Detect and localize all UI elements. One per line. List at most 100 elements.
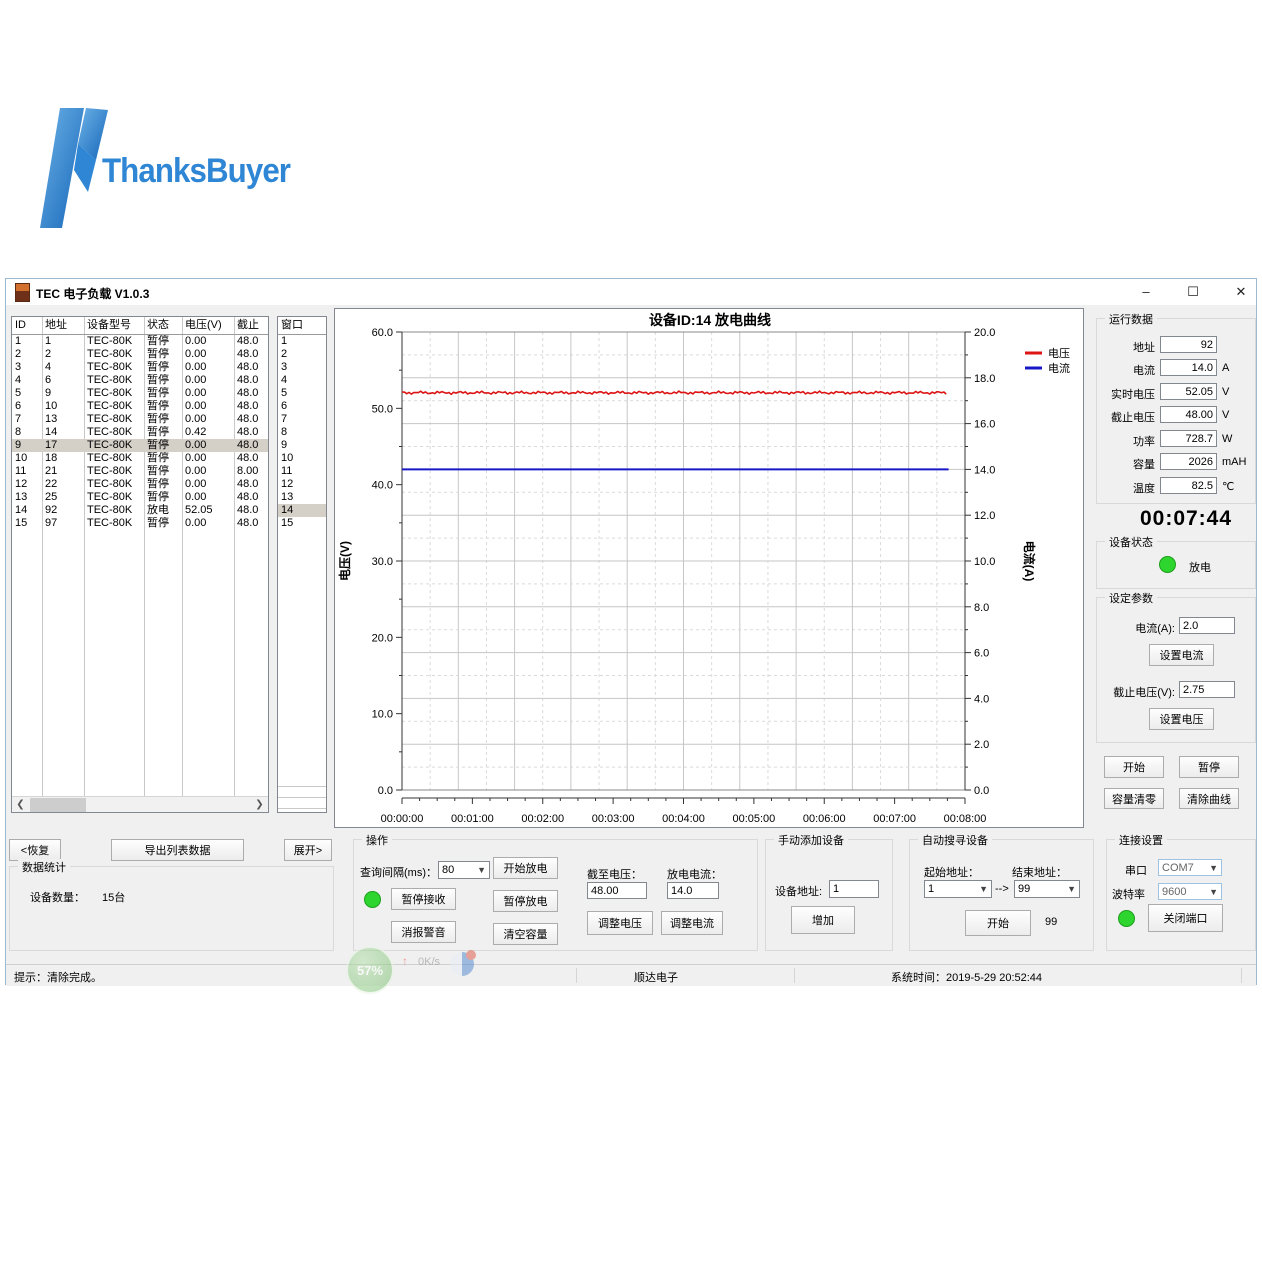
chart-panel: 0.0 10.0 20.0 30.0 40.0 50.0 60.0 0.0 2.0 4.0 6.0 8… <box>334 308 1084 828</box>
table-row[interactable]: 14 92 TEC-80K 放电 52.05 48.0 <box>12 504 268 517</box>
add-device-button[interactable]: 增加 <box>791 906 855 934</box>
clear-curve-button[interactable]: 清除曲线 <box>1179 788 1239 809</box>
capacity-field[interactable]: 2026 <box>1160 453 1217 470</box>
restore-button[interactable]: <恢复 <box>9 839 61 861</box>
scroll-right-icon[interactable]: ❯ <box>255 799 264 810</box>
serial-port-select[interactable]: COM7 ▼ <box>1158 859 1222 876</box>
clear-capacity2-button[interactable]: 清空容量 <box>493 923 558 945</box>
start-button[interactable]: 开始 <box>1104 756 1164 778</box>
baud-rate-select[interactable]: 9600 ▼ <box>1158 883 1222 900</box>
discharge-chart: 0.0 10.0 20.0 30.0 40.0 50.0 60.0 0.0 2.0 4.0 6.0 8… <box>337 312 1070 825</box>
start-address-select[interactable]: 1 ▼ <box>924 880 992 898</box>
address-field[interactable]: 92 <box>1160 336 1217 353</box>
table-row[interactable]: 10 <box>278 452 326 465</box>
table-row[interactable]: 8 <box>278 426 326 439</box>
table-cell: 18 <box>45 452 58 464</box>
set-current-button[interactable]: 设置电流 <box>1149 644 1214 666</box>
window-table[interactable]: 窗口 1 2 3 4 5 6 7 8 9 10 11 12 13 14 15 <box>277 316 327 813</box>
field-label: 截止电压 <box>1111 412 1155 424</box>
set-voltage-input[interactable]: 2.75 <box>1179 681 1235 698</box>
clear-capacity-button[interactable]: 容量清零 <box>1104 788 1164 809</box>
table-row[interactable]: 15 <box>278 517 326 530</box>
adjust-voltage-button[interactable]: 调整电压 <box>587 911 653 935</box>
pause-button[interactable]: 暂停 <box>1179 756 1239 778</box>
table-row[interactable]: 4 6 TEC-80K 暂停 0.00 48.0 <box>12 374 268 387</box>
export-list-button[interactable]: 导出列表数据 <box>111 839 244 861</box>
table-cell: 暂停 <box>147 491 169 503</box>
scrollbar-thumb[interactable] <box>30 798 86 812</box>
minimize-button[interactable]: – <box>1142 284 1150 299</box>
table-row[interactable]: 2 2 TEC-80K 暂停 0.00 48.0 <box>12 348 268 361</box>
current-field[interactable]: 14.0 <box>1160 359 1217 376</box>
search-start-button[interactable]: 开始 <box>965 910 1031 936</box>
table-row[interactable]: 2 <box>278 348 326 361</box>
table-row[interactable]: 7 <box>278 413 326 426</box>
table-row[interactable]: 4 <box>278 374 326 387</box>
table-cell: 48.0 <box>237 335 259 347</box>
stats-group: 数据统计 设备数量： 15台 <box>9 859 334 951</box>
table-row[interactable]: 3 4 TEC-80K 暂停 0.00 48.0 <box>12 361 268 374</box>
maximize-button[interactable]: ☐ <box>1187 284 1199 299</box>
discharge-current-input[interactable]: 14.0 <box>667 882 719 899</box>
table-row[interactable]: 3 <box>278 361 326 374</box>
table-row[interactable]: 12 22 TEC-80K 暂停 0.00 48.0 <box>12 478 268 491</box>
svg-text:2.0: 2.0 <box>974 739 989 751</box>
close-port-button[interactable]: 关闭端口 <box>1148 904 1223 932</box>
table-cell: 暂停 <box>147 413 169 425</box>
realtime-voltage-field[interactable]: 52.05 <box>1160 383 1217 400</box>
table-row[interactable]: 13 <box>278 491 326 504</box>
table-row[interactable]: 9 17 TEC-80K 暂停 0.00 48.0 <box>12 439 268 452</box>
set-current-input[interactable]: 2.0 <box>1179 617 1235 634</box>
pause-receive-button[interactable]: 暂停接收 <box>391 888 456 910</box>
power-field[interactable]: 728.7 <box>1160 430 1217 447</box>
scroll-left-icon[interactable]: ❮ <box>16 799 25 810</box>
table-row[interactable]: 5 <box>278 387 326 400</box>
cutoff-voltage-field[interactable]: 48.00 <box>1160 406 1217 423</box>
cutoff-voltage-input[interactable]: 48.00 <box>587 882 647 899</box>
auto-search-title: 自动搜寻设备 <box>918 832 992 848</box>
table-cell: 9 <box>45 387 52 399</box>
mute-alarm-button[interactable]: 消报警音 <box>391 921 456 943</box>
svg-text:10.0: 10.0 <box>974 556 995 568</box>
table-cell: 6 <box>281 400 288 412</box>
adjust-current-button[interactable]: 调整电流 <box>661 911 723 935</box>
table-cell: 48.0 <box>237 348 259 360</box>
table-row[interactable]: 8 14 TEC-80K 暂停 0.42 48.0 <box>12 426 268 439</box>
close-button[interactable]: ✕ <box>1235 284 1247 299</box>
start-discharge-button[interactable]: 开始放电 <box>493 857 558 879</box>
table-cell: 3 <box>15 361 22 373</box>
table-cell: 48.0 <box>237 478 259 490</box>
table-row[interactable]: 11 21 TEC-80K 暂停 0.00 8.00 <box>12 465 268 478</box>
svg-text:6.0: 6.0 <box>974 648 989 660</box>
end-address-select[interactable]: 99 ▼ <box>1014 880 1080 898</box>
horizontal-scrollbar[interactable]: ❮ ❯ <box>12 796 268 812</box>
temperature-field[interactable]: 82.5 <box>1160 477 1217 494</box>
table-row[interactable]: 11 <box>278 465 326 478</box>
table-row[interactable]: 7 13 TEC-80K 暂停 0.00 48.0 <box>12 413 268 426</box>
table-row[interactable]: 10 18 TEC-80K 暂停 0.00 48.0 <box>12 452 268 465</box>
table-cell: 0.00 <box>185 439 207 451</box>
svg-text:0.0: 0.0 <box>378 785 393 797</box>
table-cell: 暂停 <box>147 452 169 464</box>
table-row[interactable]: 14 <box>278 504 326 517</box>
table-row[interactable]: 9 <box>278 439 326 452</box>
pause-discharge-button[interactable]: 暂停放电 <box>493 890 558 912</box>
table-row[interactable]: 6 <box>278 400 326 413</box>
table-row[interactable]: 6 10 TEC-80K 暂停 0.00 48.0 <box>12 400 268 413</box>
table-row[interactable]: 5 9 TEC-80K 暂停 0.00 48.0 <box>12 387 268 400</box>
table-row[interactable]: 13 25 TEC-80K 暂停 0.00 48.0 <box>12 491 268 504</box>
device-address-input[interactable]: 1 <box>829 880 879 898</box>
table-row[interactable]: 1 1 TEC-80K 暂停 0.00 48.0 <box>12 335 268 348</box>
interval-select[interactable]: 80 ▼ <box>438 861 490 879</box>
table-row[interactable]: 15 97 TEC-80K 暂停 0.00 48.0 <box>12 517 268 530</box>
table-cell: 1 <box>45 335 52 347</box>
table-row[interactable]: 1 <box>278 335 326 348</box>
svg-text:30.0: 30.0 <box>372 556 393 568</box>
expand-button[interactable]: 展开> <box>284 839 332 861</box>
column-header: 地址 <box>45 319 67 331</box>
device-table[interactable]: ID 地址 设备型号 状态 电压(V) 截止 1 1 TEC-80K 暂停 0.00 48.0 2 2 T… <box>11 316 269 813</box>
table-row[interactable]: 12 <box>278 478 326 491</box>
set-voltage-button[interactable]: 设置电压 <box>1149 708 1214 730</box>
table-cell: 14 <box>15 504 28 516</box>
unit-label: mAH <box>1222 456 1247 468</box>
